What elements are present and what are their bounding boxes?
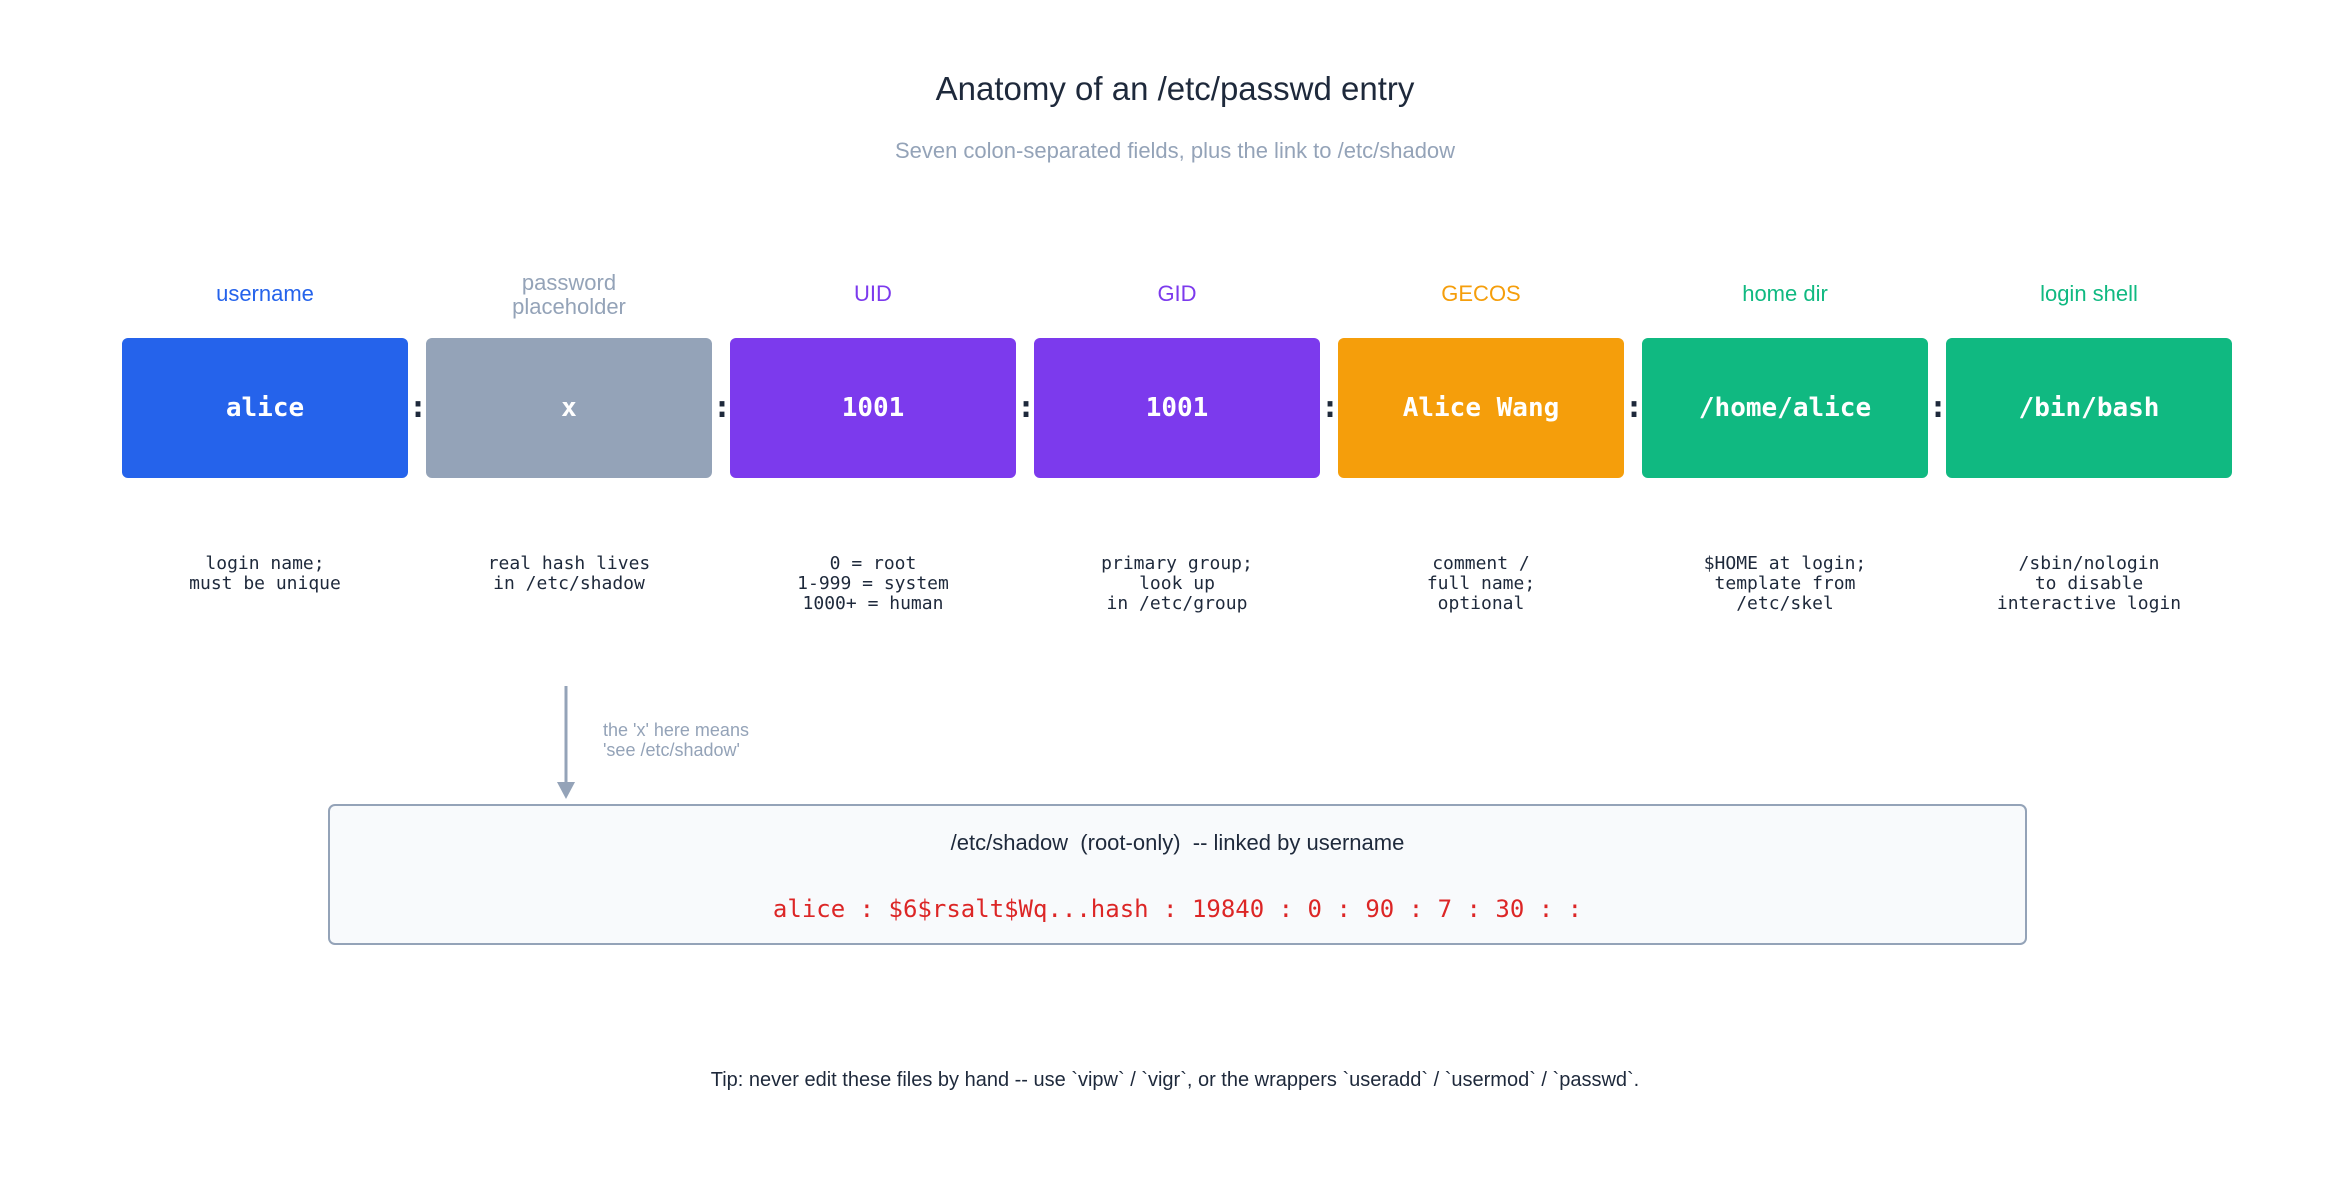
colon-separator: : [1321,390,1340,425]
field-box: 1001 [1034,338,1320,478]
colon-separator: : [713,390,732,425]
field-box: /bin/bash [1946,338,2232,478]
field-description: $HOME at login; template from /etc/skel [1703,553,1867,614]
tip-text: Tip: never edit these files by hand -- u… [710,1069,1640,1091]
field-box: /home/alice [1642,338,1928,478]
field-label: password placeholder [512,270,626,319]
colon-separator: : [1929,390,1948,425]
field-label: username [216,281,314,306]
colon-separator: : [409,390,428,425]
field-description: login name; must be unique [189,553,341,594]
shadow-line: alice : $6$rsalt$Wq...hash : 19840 : 0 :… [772,895,1583,923]
field-box: alice [122,338,408,478]
field-label: UID [854,281,892,306]
field-description: primary group; look up in /etc/group [1101,553,1253,614]
field-box: 1001 [730,338,1016,478]
arrow-down-icon [557,686,575,799]
colon-separator: : [1017,390,1036,425]
field-label: GECOS [1441,281,1521,306]
field-description: 0 = root 1-999 = system 1000+ = human [797,553,949,614]
shadow-title: /etc/shadow (root-only) -- linked by use… [950,830,1405,855]
field-label: home dir [1742,281,1828,306]
field-label: GID [1157,281,1197,306]
colon-separator: : [1625,390,1644,425]
field-description: comment / full name; optional [1426,553,1536,614]
diagram-title: Anatomy of an /etc/passwd entry [935,70,1415,107]
shadow-entry-box: /etc/shadow (root-only) -- linked by use… [328,804,2027,945]
link-note: the 'x' here means 'see /etc/shadow' [603,720,749,760]
field-box: x [426,338,712,478]
field-description: real hash lives in /etc/shadow [487,553,651,594]
field-box: Alice Wang [1338,338,1624,478]
diagram-subtitle: Seven colon-separated fields, plus the l… [894,138,1456,163]
field-description: /sbin/nologin to disable interactive log… [1996,553,2182,614]
field-label: login shell [2040,281,2138,306]
